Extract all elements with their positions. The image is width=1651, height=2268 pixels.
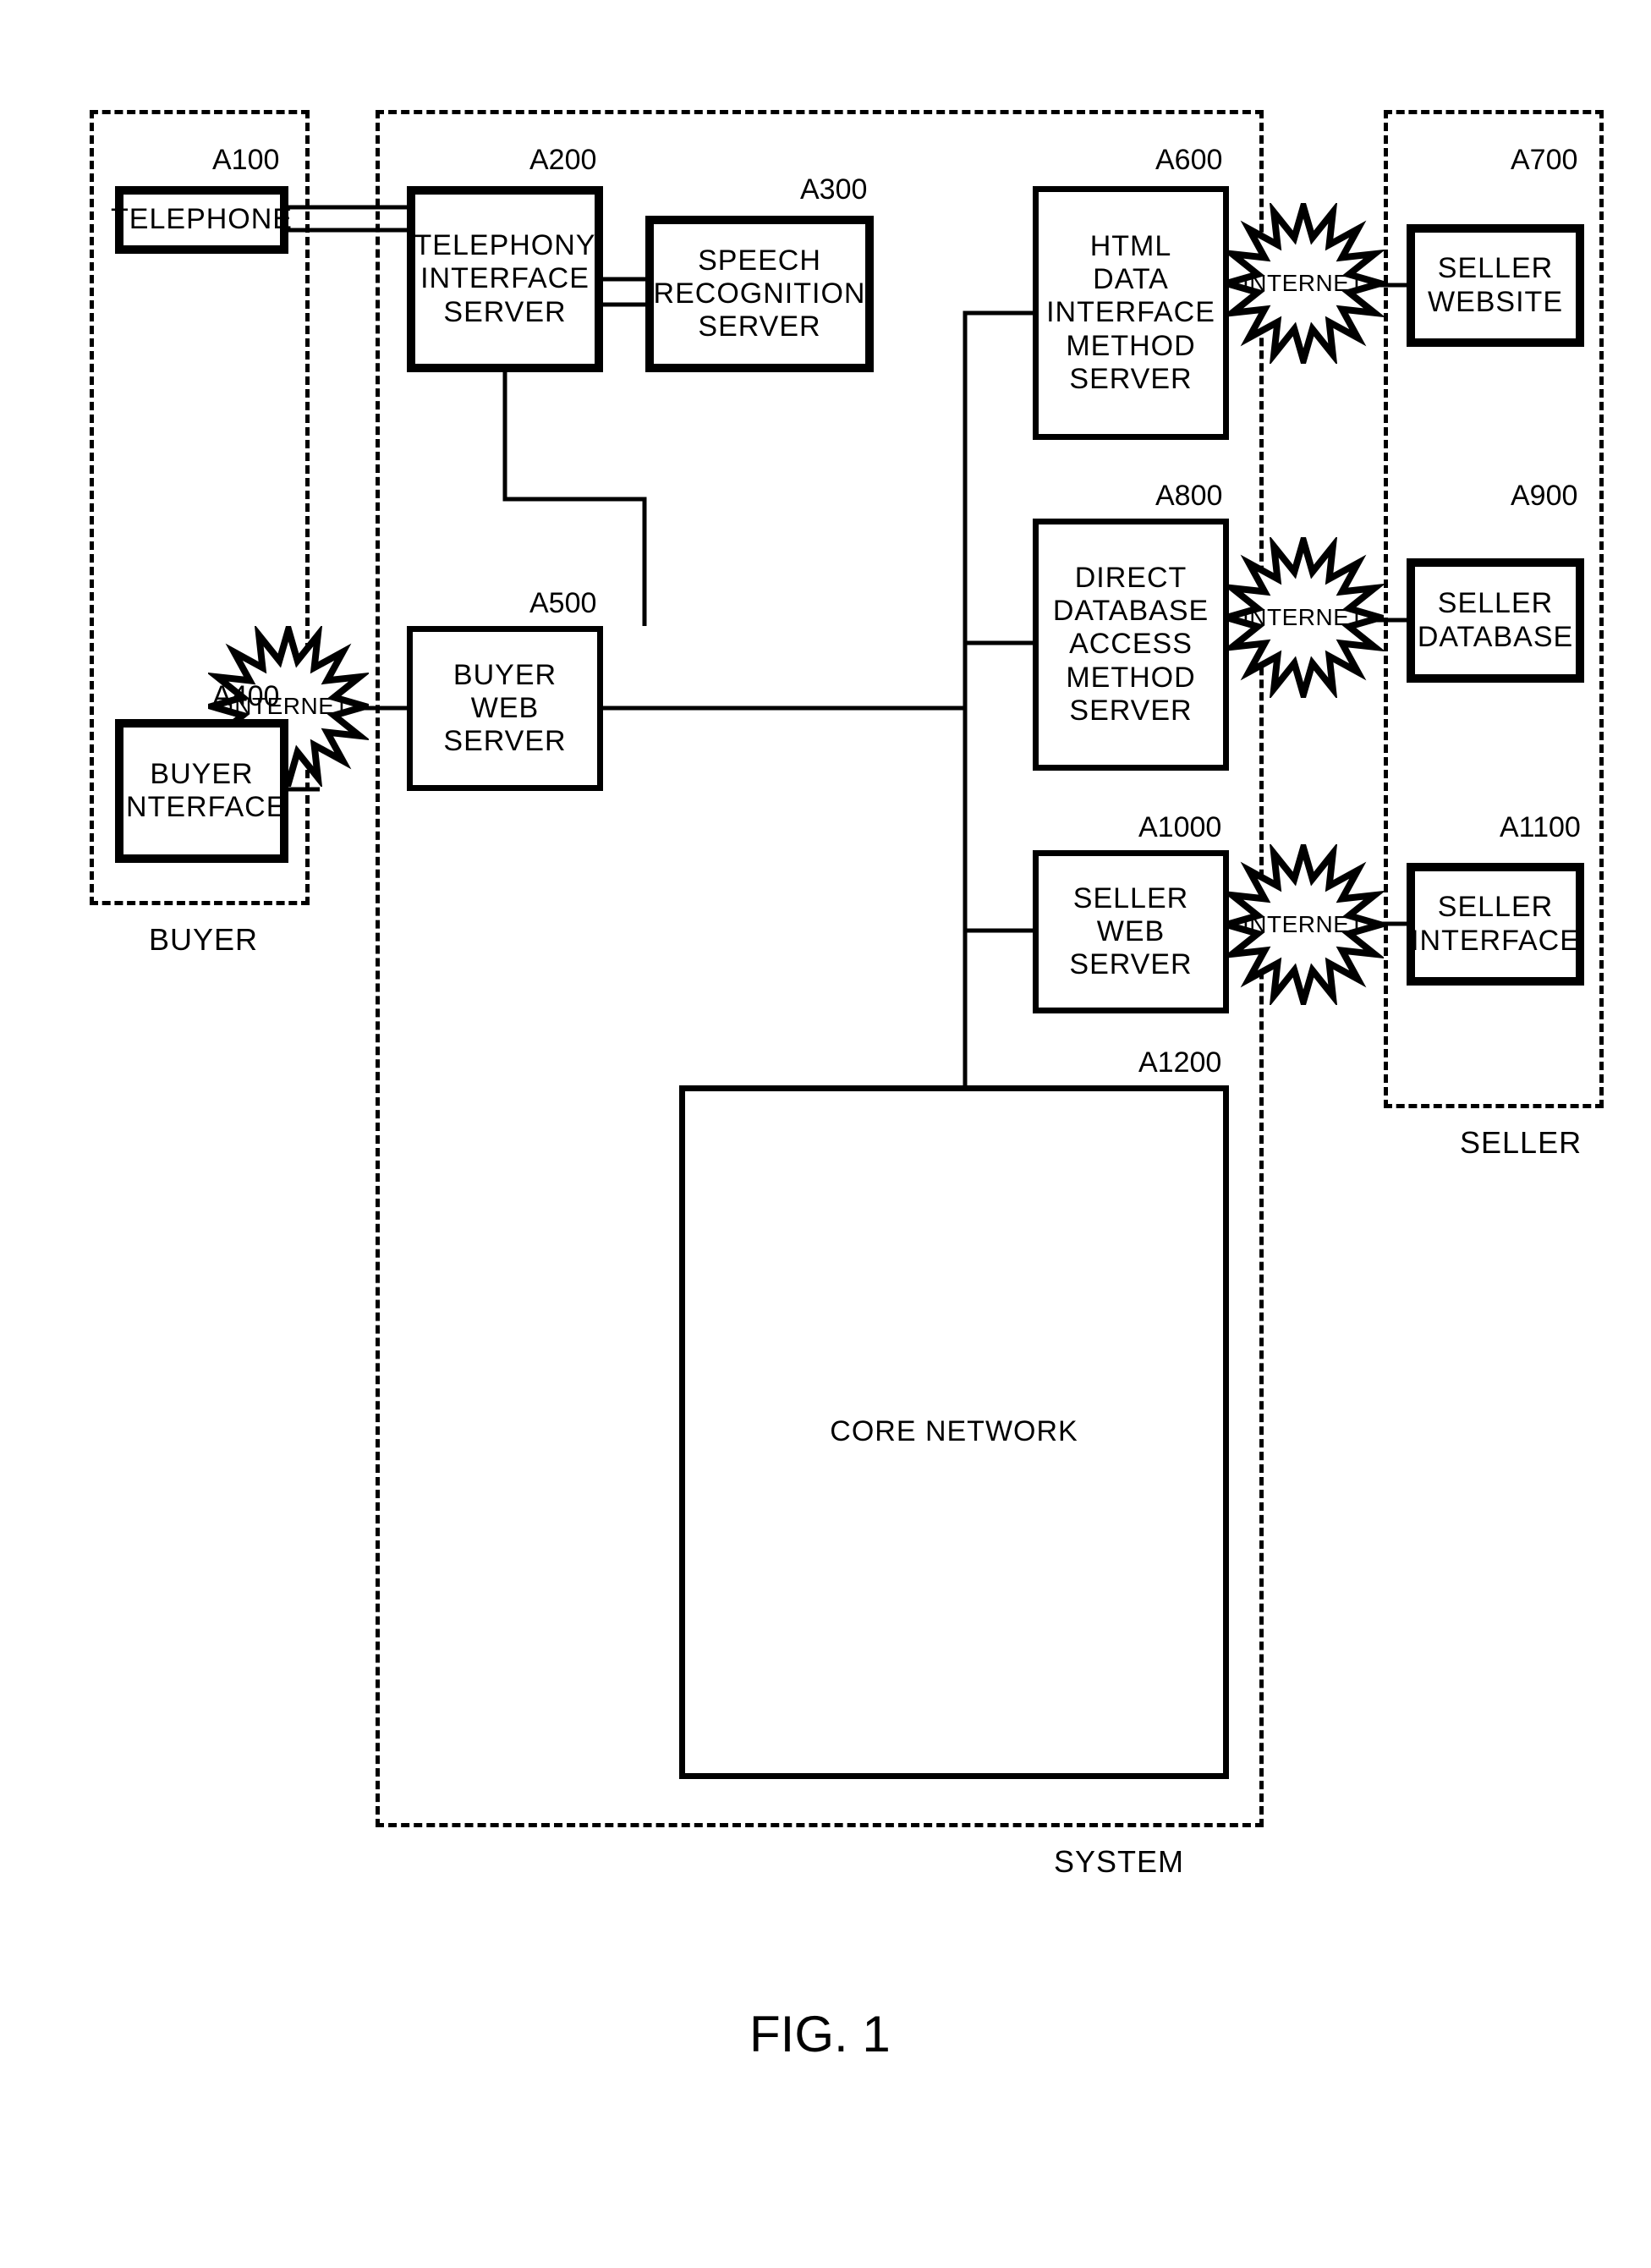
- node-label: BUYERINTERFACE: [118, 758, 287, 824]
- node-core-network: CORE NETWORK: [679, 1085, 1229, 1779]
- node-speech-server: SPEECHRECOGNITIONSERVER: [645, 216, 874, 372]
- node-buyer-interface: BUYERINTERFACE: [115, 719, 288, 863]
- ref-seller-database: A900: [1511, 480, 1577, 513]
- node-label: SELLERWEBSITE: [1428, 252, 1563, 318]
- ref-html-server: A600: [1155, 144, 1222, 177]
- figure-caption: FIG. 1: [749, 2005, 891, 2063]
- node-label: TELEPHONYINTERFACESERVER: [414, 229, 596, 328]
- node-seller-interface: SELLERINTERFACE: [1407, 863, 1584, 986]
- ref-telephone: A100: [212, 144, 279, 177]
- node-label: DIRECTDATABASEACCESSMETHODSERVER: [1053, 562, 1209, 727]
- node-telephone: TELEPHONE: [115, 186, 288, 254]
- ref-buyer-web-server: A500: [529, 587, 596, 620]
- node-seller-website: SELLERWEBSITE: [1407, 224, 1584, 347]
- internet-star-seller-3: INTERNET: [1223, 844, 1384, 1005]
- group-system-label: SYSTEM: [1054, 1844, 1184, 1880]
- node-seller-web-server: SELLERWEBSERVER: [1033, 850, 1229, 1013]
- node-seller-database: SELLERDATABASE: [1407, 558, 1584, 683]
- group-buyer-label: BUYER: [149, 922, 258, 958]
- node-ddb-server: DIRECTDATABASEACCESSMETHODSERVER: [1033, 519, 1229, 771]
- node-label: SELLERINTERFACE: [1411, 891, 1580, 957]
- node-label: BUYERWEBSERVER: [443, 659, 566, 758]
- node-label: TELEPHONE: [111, 203, 293, 236]
- node-label: SELLERWEBSERVER: [1069, 882, 1192, 981]
- node-label: SPEECHRECOGNITIONSERVER: [654, 244, 866, 343]
- ref-speech-server: A300: [800, 173, 867, 206]
- node-telephony-server: TELEPHONYINTERFACESERVER: [407, 186, 603, 372]
- ref-ddb-server: A800: [1155, 480, 1222, 513]
- node-html-server: HTMLDATAINTERFACEMETHODSERVER: [1033, 186, 1229, 440]
- group-seller-label: SELLER: [1460, 1125, 1582, 1161]
- node-label: HTMLDATAINTERFACEMETHODSERVER: [1046, 230, 1215, 395]
- node-label: SELLERDATABASE: [1418, 587, 1573, 653]
- ref-seller-website: A700: [1511, 144, 1577, 177]
- diagram-canvas: BUYER SYSTEM SELLER INTERNET INTERNET IN…: [39, 34, 1612, 2199]
- internet-star-seller-2: INTERNET: [1223, 537, 1384, 698]
- ref-seller-web-server: A1000: [1138, 811, 1221, 844]
- node-label: CORE NETWORK: [830, 1415, 1078, 1448]
- ref-buyer-interface: A400: [212, 680, 279, 713]
- ref-telephony-server: A200: [529, 144, 596, 177]
- node-buyer-web-server: BUYERWEBSERVER: [407, 626, 603, 791]
- internet-star-seller-1: INTERNET: [1223, 203, 1384, 364]
- ref-core-network: A1200: [1138, 1046, 1221, 1079]
- ref-seller-interface: A1100: [1500, 811, 1581, 844]
